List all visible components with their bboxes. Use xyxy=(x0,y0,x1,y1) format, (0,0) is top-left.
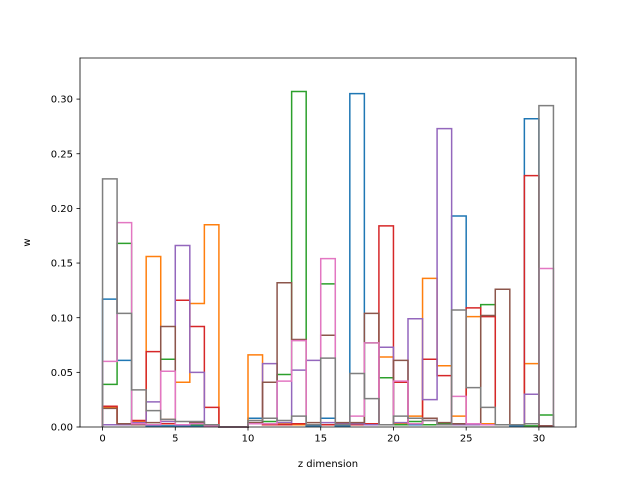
series-8-step-line xyxy=(101,104,555,428)
y-tick-label: 0.30 xyxy=(51,95,73,106)
y-axis-ticks: 0.00 0.05 0.10 0.15 0.20 0.25 0.30 xyxy=(51,95,80,434)
x-axis-ticks: 0 5 10 15 20 25 30 xyxy=(99,427,545,445)
x-tick-label: 5 xyxy=(172,434,178,445)
y-axis-label: w xyxy=(22,238,33,246)
x-tick-label: 0 xyxy=(99,434,105,445)
plot-area xyxy=(80,58,576,427)
x-tick-label: 25 xyxy=(460,434,473,445)
y-tick-label: 0.00 xyxy=(51,423,73,434)
x-axis-label: z dimension xyxy=(298,459,358,470)
y-tick-label: 0.05 xyxy=(51,368,73,379)
series-layer xyxy=(101,90,555,428)
axes-frame xyxy=(79,57,577,428)
y-tick-label: 0.25 xyxy=(51,149,73,160)
y-tick-label: 0.20 xyxy=(51,204,73,215)
y-tick-label: 0.15 xyxy=(51,259,73,270)
y-tick-label: 0.10 xyxy=(51,313,73,324)
x-tick-label: 15 xyxy=(314,434,327,445)
series-7-step-line xyxy=(101,221,555,428)
x-tick-label: 30 xyxy=(533,434,546,445)
x-tick-label: 20 xyxy=(387,434,400,445)
x-tick-label: 10 xyxy=(242,434,255,445)
